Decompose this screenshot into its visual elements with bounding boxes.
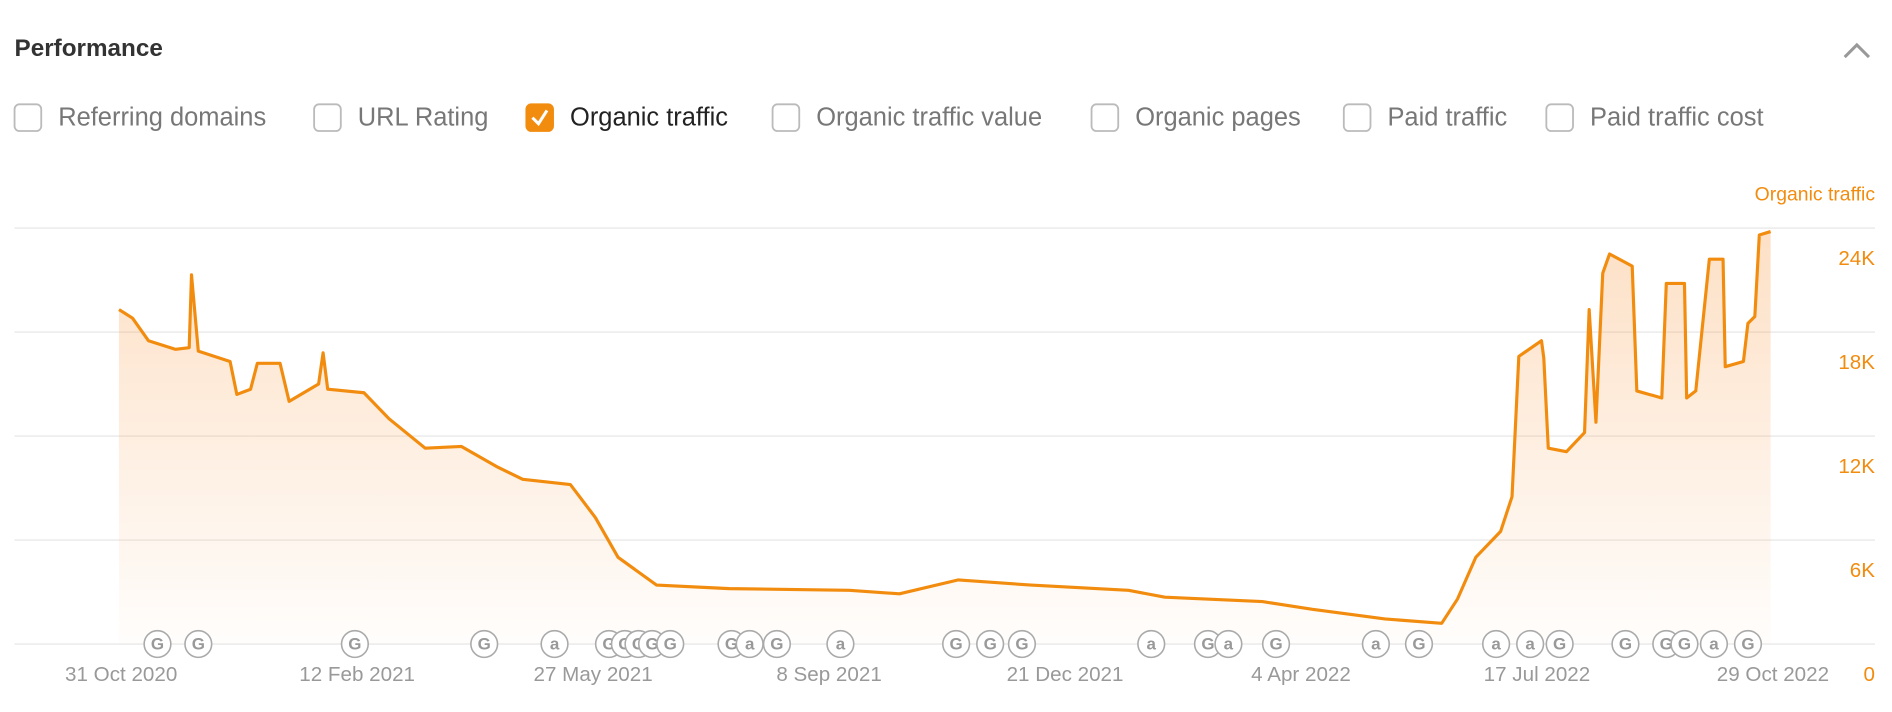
y-tick-label: 6K <box>1850 559 1875 582</box>
event-label: G <box>1553 635 1566 654</box>
event-marker[interactable] <box>1404 629 1434 659</box>
checkbox-label[interactable]: Organic traffic <box>570 104 728 132</box>
checkbox[interactable] <box>13 103 43 132</box>
collapse-button[interactable] <box>1843 42 1871 59</box>
checkbox[interactable] <box>313 103 342 132</box>
x-tick-label: 29 Oct 2022 <box>1717 663 1829 686</box>
checkmark <box>531 109 549 127</box>
event-label: G <box>1678 635 1691 654</box>
x-tick-label: 27 May 2021 <box>534 663 653 686</box>
x-tick-label: 21 Dec 2021 <box>1007 663 1124 686</box>
event-label: G <box>770 635 783 654</box>
event-label: G <box>348 635 361 654</box>
event-label: a <box>550 635 560 654</box>
event-label: a <box>1709 635 1719 654</box>
event-label: a <box>1491 635 1501 654</box>
checkbox-label[interactable]: Organic traffic value <box>816 104 1042 132</box>
event-label: a <box>1525 635 1535 654</box>
event-marker[interactable] <box>1670 629 1699 659</box>
event-marker[interactable] <box>1733 629 1763 659</box>
event-marker[interactable] <box>976 629 1005 659</box>
event-marker[interactable] <box>1261 629 1291 659</box>
event-marker[interactable] <box>470 629 499 659</box>
event-label: a <box>1224 635 1234 654</box>
x-tick-label: 8 Sep 2021 <box>776 663 881 686</box>
checkbox-label[interactable]: URL Rating <box>358 104 489 132</box>
x-tick-label: 31 Oct 2020 <box>65 663 177 686</box>
checkbox[interactable] <box>771 103 801 132</box>
event-label: a <box>836 635 846 654</box>
event-label: G <box>984 635 997 654</box>
event-label: G <box>725 635 738 654</box>
event-marker[interactable] <box>1545 629 1574 659</box>
event-label: G <box>1269 635 1282 654</box>
event-marker[interactable] <box>942 629 971 659</box>
event-marker[interactable] <box>656 629 685 659</box>
event-marker[interactable] <box>1481 629 1511 659</box>
event-label: G <box>1619 635 1632 654</box>
event-marker[interactable] <box>1137 629 1166 659</box>
y-tick-label: 24K <box>1838 247 1875 270</box>
checkbox[interactable] <box>525 103 554 132</box>
event-label: G <box>950 635 963 654</box>
event-marker[interactable] <box>1611 629 1640 659</box>
area <box>118 231 1771 645</box>
event-label: G <box>664 635 677 654</box>
event-marker[interactable] <box>826 629 855 659</box>
event-label: G <box>1412 635 1425 654</box>
event-marker[interactable] <box>1007 629 1037 659</box>
event-label: G <box>1201 635 1214 654</box>
event-marker[interactable] <box>340 629 370 659</box>
event-label: G <box>646 635 659 654</box>
checkbox[interactable] <box>1090 103 1120 132</box>
event-marker[interactable] <box>1214 629 1243 659</box>
line <box>118 230 1772 625</box>
event-label: a <box>745 635 755 654</box>
checkbox-label[interactable]: Paid traffic <box>1387 104 1507 132</box>
event-marker[interactable] <box>143 629 172 659</box>
checkbox-label[interactable]: Paid traffic cost <box>1590 104 1764 132</box>
y-tick-label: 12K <box>1838 455 1875 478</box>
event-marker[interactable] <box>540 629 569 659</box>
event-label: G <box>151 635 164 654</box>
checkbox-label[interactable]: Organic pages <box>1135 104 1301 132</box>
x-tick-label: 4 Apr 2022 <box>1251 663 1351 686</box>
event-label: a <box>1147 635 1157 654</box>
event-marker[interactable] <box>762 629 792 659</box>
checkbox[interactable] <box>1545 103 1574 132</box>
x-tick-label: 17 Jul 2022 <box>1484 663 1591 686</box>
event-marker[interactable] <box>1699 629 1729 659</box>
event-label: a <box>1371 635 1381 654</box>
event-label: G <box>478 635 491 654</box>
y-tick-label: 18K <box>1838 351 1875 374</box>
event-label: G <box>192 635 205 654</box>
event-marker[interactable] <box>184 629 213 659</box>
event-marker[interactable] <box>1516 629 1545 659</box>
y-tick-label: 0 <box>1864 663 1875 686</box>
x-tick-label: 12 Feb 2021 <box>299 663 415 686</box>
panel-title: Performance <box>15 35 163 62</box>
event-label: G <box>1660 635 1673 654</box>
checkbox-label[interactable]: Referring domains <box>58 104 266 132</box>
event-label: G <box>1741 635 1754 654</box>
checkbox[interactable] <box>1342 103 1372 132</box>
axis-series-label: Organic traffic <box>1755 183 1876 205</box>
event-label: G <box>1015 635 1028 654</box>
event-marker[interactable] <box>1361 629 1391 659</box>
